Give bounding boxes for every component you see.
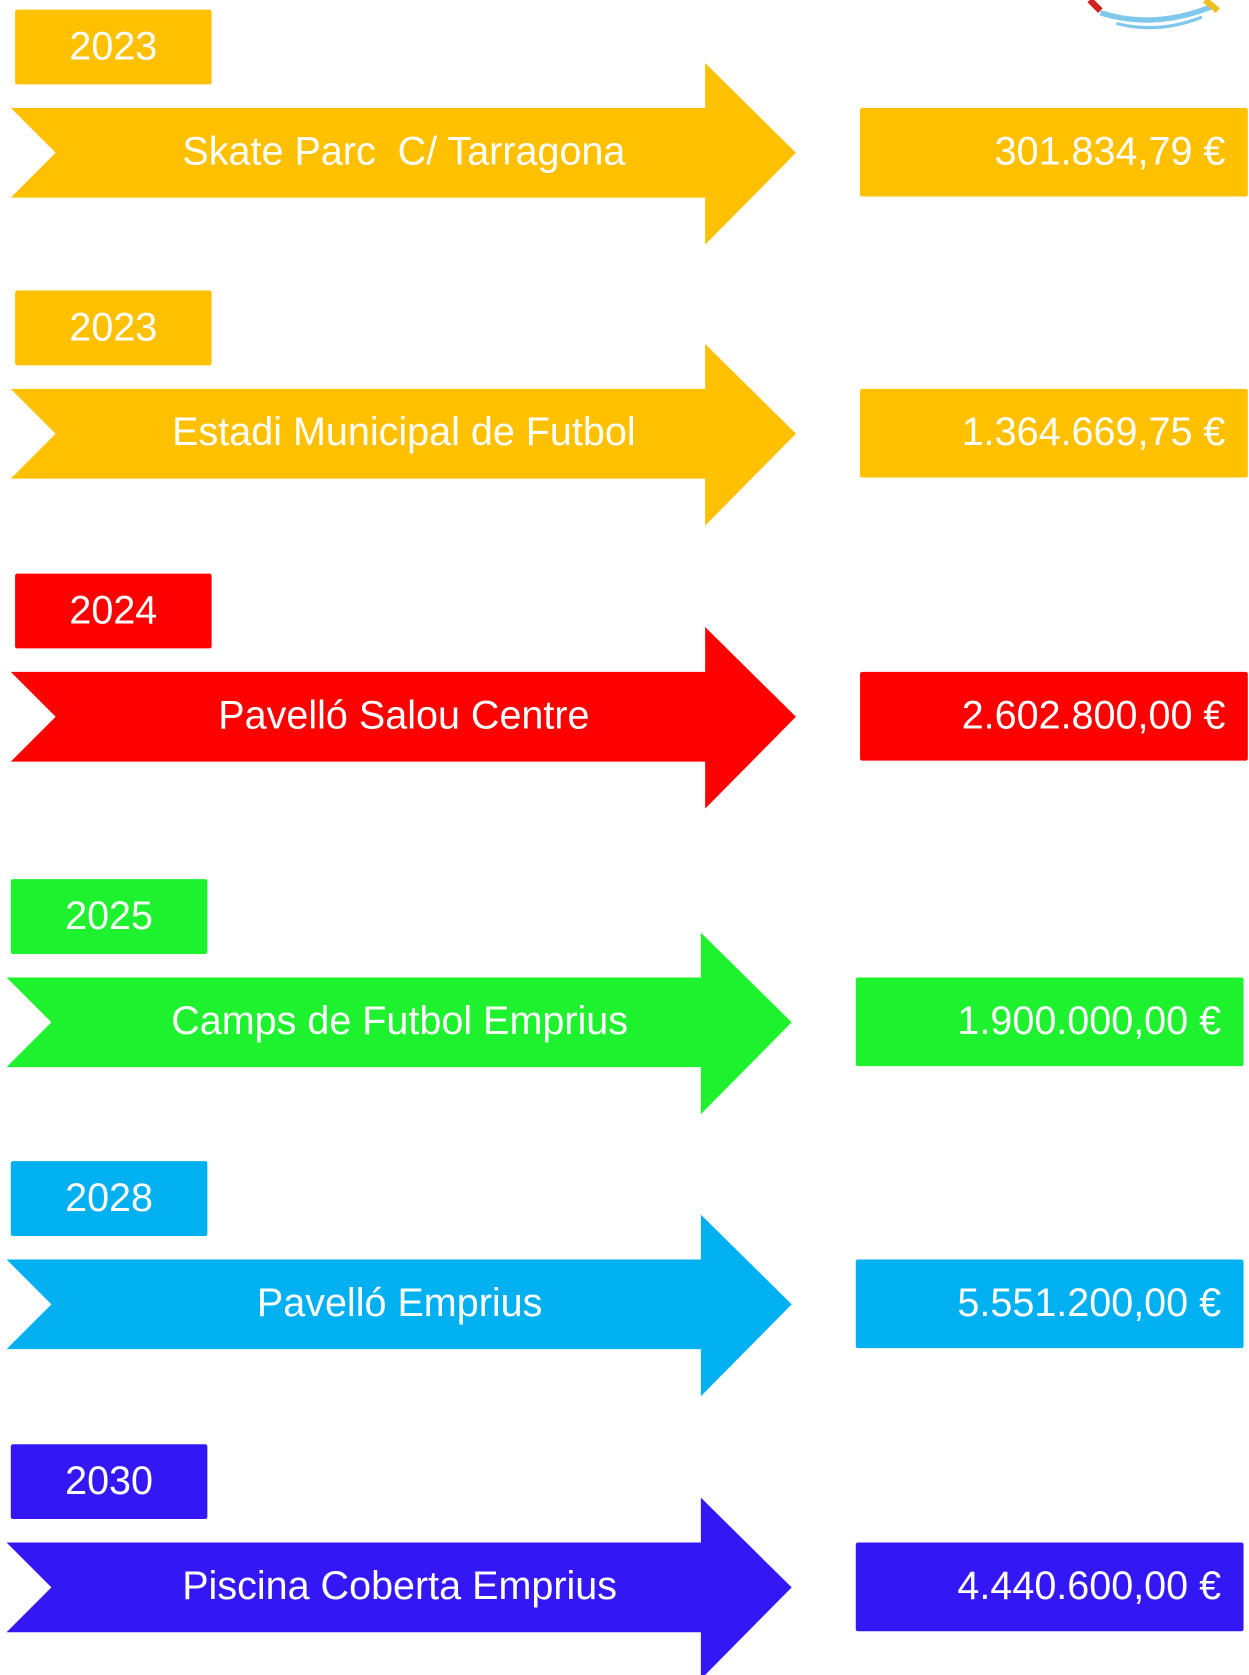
amount-box — [860, 671, 1248, 761]
arrow — [10, 343, 796, 526]
arrow — [10, 627, 796, 809]
project-name: Piscina Coberta Emprius — [182, 1564, 617, 1608]
year-label: 2030 — [65, 1459, 153, 1503]
arrow — [10, 63, 796, 245]
arrow — [6, 1497, 792, 1675]
arrow — [6, 1214, 792, 1397]
year-label: 2025 — [65, 894, 153, 938]
year-box — [15, 290, 212, 366]
year-label: 2028 — [65, 1176, 153, 1220]
arrow — [6, 932, 792, 1115]
amount-box — [855, 1259, 1244, 1349]
amount-label: 1.364.669,75 € — [962, 410, 1226, 454]
amount-box — [860, 388, 1248, 478]
year-label: 2024 — [69, 589, 157, 633]
amount-box — [855, 1542, 1244, 1632]
year-box — [15, 9, 212, 85]
project-name: Skate Parc C/ Tarragona — [182, 129, 625, 173]
amount-label: 301.834,79 € — [995, 129, 1226, 173]
year-box — [10, 1444, 208, 1520]
project-name: Estadi Municipal de Futbol — [172, 410, 635, 454]
project-name: Camps de Futbol Emprius — [171, 999, 628, 1043]
amount-label: 2.602.800,00 € — [962, 693, 1226, 737]
project-name: Pavelló Salou Centre — [218, 693, 589, 737]
amount-box — [855, 977, 1244, 1067]
year-label: 2023 — [69, 25, 157, 69]
project-name: Pavelló Emprius — [257, 1281, 543, 1325]
amount-label: 5.551.200,00 € — [957, 1281, 1221, 1325]
year-box — [10, 1161, 208, 1236]
year-label: 2023 — [69, 306, 157, 350]
amount-label: 1.900.000,00 € — [957, 999, 1221, 1043]
year-box — [10, 879, 208, 954]
logo — [1087, 0, 1220, 30]
amount-box — [860, 107, 1248, 197]
year-box — [15, 573, 212, 649]
amount-label: 4.440.600,00 € — [957, 1564, 1221, 1608]
